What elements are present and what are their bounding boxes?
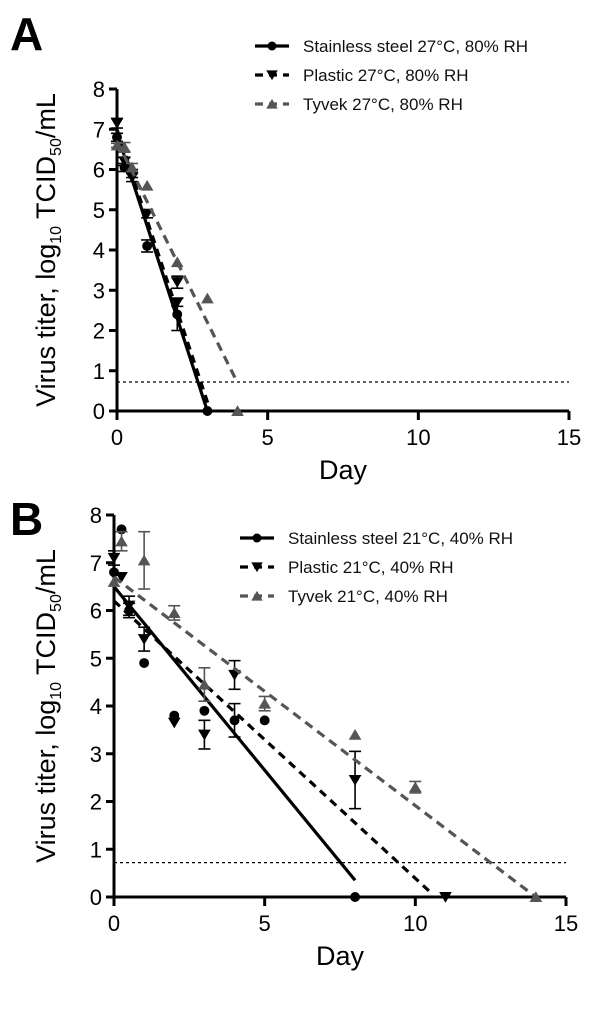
data-point [170, 297, 184, 309]
legend-marker [266, 70, 278, 81]
legend-label: Tyvek 27°C, 80% RH [303, 95, 463, 114]
data-point [198, 729, 211, 741]
y-tick-label: 6 [90, 599, 102, 624]
series-1 [107, 550, 452, 903]
data-point [348, 728, 362, 740]
data-point [118, 156, 131, 168]
y-tick-label: 4 [93, 238, 105, 263]
data-point [258, 697, 271, 709]
data-point [170, 256, 184, 268]
legend-label: Stainless steel 21°C, 40% RH [288, 529, 513, 548]
data-point [137, 554, 151, 566]
data-point [201, 292, 214, 304]
x-tick-label: 0 [108, 911, 120, 936]
data-point [107, 552, 121, 564]
data-point [202, 406, 213, 416]
x-tick-label: 15 [557, 425, 581, 450]
y-tick-label: 2 [93, 319, 105, 344]
data-point [199, 705, 210, 716]
legend-label: Plastic 27°C, 80% RH [303, 66, 469, 85]
data-point [118, 141, 131, 153]
legend-item-0: Stainless steel 27°C, 80% RH [255, 37, 528, 56]
panel-letter-b: B [10, 493, 43, 545]
y-tick-label: 0 [93, 399, 105, 424]
data-point [231, 405, 244, 417]
data-point [409, 781, 422, 793]
legend-item-1: Plastic 27°C, 80% RH [255, 66, 469, 85]
data-point [137, 634, 151, 645]
data-point [125, 161, 139, 173]
legend-label: Tyvek 21°C, 40% RH [288, 587, 448, 606]
data-point [229, 715, 240, 726]
data-point [167, 717, 181, 729]
x-tick-label: 15 [554, 911, 578, 936]
data-point [198, 678, 211, 690]
series-0 [109, 524, 361, 902]
data-point [439, 891, 452, 903]
data-point [259, 715, 270, 726]
y-tick-label: 5 [93, 198, 105, 223]
y-axis-title: Virus titer, log10 TCID50/mL [31, 93, 65, 407]
y-tick-label: 6 [93, 158, 105, 183]
data-point [110, 118, 124, 129]
legend-marker [252, 533, 262, 543]
legend-item-1: Plastic 21°C, 40% RH [240, 558, 454, 577]
y-tick-label: 5 [90, 646, 102, 671]
fit-line [113, 575, 537, 899]
data-point [115, 572, 128, 583]
data-point [115, 535, 128, 547]
panel-letter-a: A [10, 8, 43, 60]
data-point [170, 277, 184, 288]
legend-item-2: Tyvek 27°C, 80% RH [255, 95, 463, 114]
legend-item-0: Stainless steel 21°C, 40% RH [240, 529, 513, 548]
legend-item-2: Tyvek 21°C, 40% RH [240, 587, 448, 606]
x-tick-label: 10 [406, 425, 430, 450]
x-tick-label: 5 [259, 911, 271, 936]
data-point [350, 892, 361, 902]
legend-marker [266, 98, 278, 109]
y-tick-label: 7 [90, 551, 102, 576]
y-tick-label: 7 [93, 117, 105, 142]
x-axis-title: Day [319, 455, 368, 485]
fit-line [112, 599, 432, 894]
data-point [142, 241, 153, 251]
data-point [109, 567, 119, 578]
legend-marker [267, 41, 277, 51]
data-point [139, 658, 150, 668]
data-point [140, 179, 154, 191]
y-tick-label: 0 [90, 885, 102, 910]
data-point [167, 607, 181, 618]
panel-b: B 0 1 2 3 4 5 6 7 8 0 5 10 15 Day Virus titer, log10 TC… [10, 493, 578, 971]
y-tick-label: 8 [90, 503, 102, 528]
data-point [529, 891, 543, 903]
data-point [122, 600, 136, 612]
y-axis-title: Virus titer, log10 TCID50/mL [31, 549, 65, 863]
data-point [348, 774, 362, 786]
x-axis-title: Day [316, 941, 365, 971]
data-point [107, 576, 121, 587]
y-tick-label: 8 [93, 77, 105, 102]
legend-label: Plastic 21°C, 40% RH [288, 558, 454, 577]
y-tick-label: 1 [93, 359, 105, 384]
legend-marker [251, 590, 263, 601]
y-tick-label: 3 [93, 278, 105, 303]
x-tick-label: 0 [111, 425, 123, 450]
y-tick-label: 4 [90, 694, 102, 719]
series-2 [107, 530, 543, 903]
panel-a: A 0 1 2 3 4 5 6 7 8 0 5 10 15 Day Virus titer, log10 TC… [10, 8, 581, 485]
series-2 [110, 139, 244, 417]
x-tick-label: 10 [403, 911, 427, 936]
data-point [110, 139, 124, 151]
legend-label: Stainless steel 27°C, 80% RH [303, 37, 528, 56]
y-tick-label: 2 [90, 790, 102, 815]
x-tick-label: 5 [262, 425, 274, 450]
y-tick-label: 3 [90, 742, 102, 767]
y-tick-label: 1 [90, 837, 102, 862]
legend-marker [251, 562, 263, 573]
